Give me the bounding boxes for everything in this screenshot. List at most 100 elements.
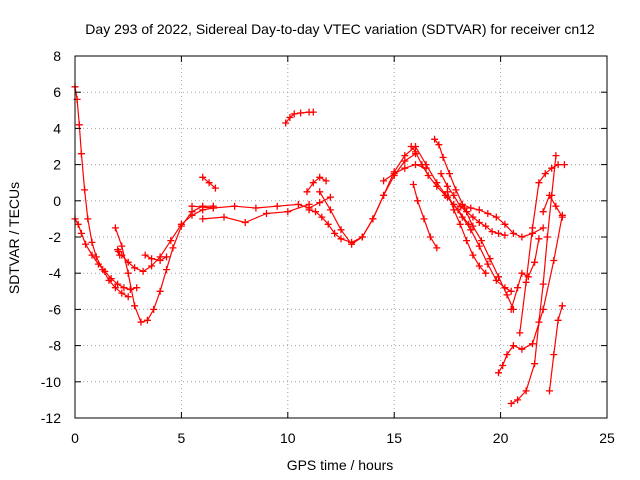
data-point: [263, 210, 270, 217]
data-point: [163, 266, 170, 274]
data-point: [143, 316, 151, 324]
data-point: [326, 206, 334, 214]
x-tick-label: 5: [178, 430, 186, 446]
data-point: [539, 208, 547, 216]
x-tick-label: 15: [386, 430, 402, 446]
y-tick-label: 8: [53, 48, 61, 64]
series-trace: [121, 207, 214, 272]
x-tick-label: 10: [280, 430, 296, 446]
data-point: [477, 237, 485, 245]
data-point: [469, 222, 477, 230]
series-arc-23: [516, 161, 568, 337]
data-point: [495, 273, 502, 281]
data-point: [539, 224, 547, 232]
data-point: [548, 164, 556, 172]
data-point: [558, 213, 566, 221]
series-arc-18: [443, 188, 490, 277]
data-point: [407, 143, 415, 150]
data-point: [111, 284, 119, 292]
data-point: [539, 280, 547, 288]
data-point: [114, 280, 122, 288]
series-arc-24: [507, 235, 543, 313]
data-point: [522, 387, 530, 395]
data-point: [115, 248, 123, 255]
series-arc-15: [407, 143, 515, 295]
data-point: [495, 229, 502, 237]
data-point: [509, 229, 517, 237]
x-tick-label: 0: [71, 430, 79, 446]
data-point: [126, 286, 134, 293]
series-arc-21: [495, 211, 566, 377]
series-arc-17: [431, 135, 517, 313]
data-point: [456, 220, 464, 228]
data-point: [305, 206, 313, 214]
series-trace: [319, 153, 417, 245]
data-point: [516, 329, 524, 337]
data-point: [501, 231, 509, 239]
data-point: [458, 213, 466, 221]
data-point: [484, 260, 492, 268]
series-arc-7: [188, 193, 334, 212]
data-point: [531, 258, 539, 266]
series-trace: [144, 254, 168, 262]
data-point: [390, 170, 398, 178]
data-point: [282, 119, 290, 127]
data-point: [220, 213, 228, 221]
data-point: [492, 213, 500, 221]
data-point: [452, 186, 460, 194]
data-point: [420, 215, 428, 223]
series-trace: [114, 205, 214, 323]
data-point: [414, 197, 422, 205]
data-point: [77, 229, 85, 237]
data-point: [552, 202, 560, 210]
data-point: [482, 269, 490, 277]
y-tick-label: -8: [49, 338, 62, 354]
y-tick-label: -4: [49, 265, 62, 281]
ticks: 0 5 10 15 20 25 -12 -10 -8 -6 -4 -2 0 2 4 6 8: [41, 48, 615, 446]
y-tick-label: -12: [41, 410, 61, 426]
data-point: [150, 305, 158, 313]
data-point: [484, 210, 492, 217]
series-arc-13: [316, 150, 419, 248]
data-point: [446, 170, 453, 178]
series-arc-25: [546, 302, 566, 395]
series-trace: [434, 138, 515, 310]
data-point: [303, 188, 311, 196]
data-point: [535, 235, 543, 243]
series-trace: [202, 203, 310, 224]
data-point: [401, 157, 409, 165]
data-point: [509, 342, 517, 350]
data-point: [560, 161, 568, 169]
data-point: [348, 240, 356, 248]
data-point: [137, 318, 145, 326]
data-point: [205, 179, 213, 187]
data-point: [188, 202, 196, 210]
data-point: [316, 199, 324, 207]
series-arc-8: [199, 173, 219, 192]
series-trace: [519, 164, 566, 334]
data-point: [450, 191, 458, 199]
data-point: [326, 193, 334, 201]
data-point: [552, 152, 560, 160]
data-point: [554, 316, 562, 324]
data-point: [211, 184, 219, 192]
data-point: [380, 191, 388, 199]
data-point: [546, 191, 553, 199]
data-point: [297, 109, 305, 117]
data-point: [94, 260, 102, 268]
data-point: [131, 302, 139, 310]
data-point: [501, 220, 509, 228]
data-point: [116, 251, 124, 259]
data-point: [111, 224, 119, 232]
data-point: [503, 351, 511, 359]
data-point: [475, 242, 483, 250]
data-point: [167, 237, 175, 245]
data-point: [433, 244, 441, 252]
data-point: [458, 200, 466, 208]
chart-title: Day 293 of 2022, Sidereal Day-to-day VTE…: [85, 21, 595, 37]
data-point: [88, 251, 96, 259]
data-point: [231, 202, 239, 210]
data-point: [518, 233, 526, 241]
data-point: [101, 267, 109, 275]
data-point: [546, 387, 553, 395]
